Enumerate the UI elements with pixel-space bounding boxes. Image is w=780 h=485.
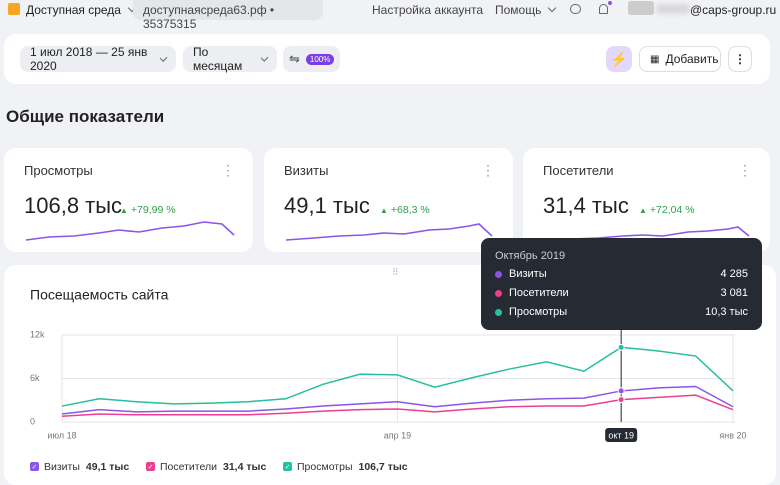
tooltip-name: Визиты xyxy=(509,268,547,280)
legend-label: Визиты 49,1 тыс xyxy=(44,461,129,472)
x-tick-label: июл 18 xyxy=(47,430,76,440)
legend-total: 106,7 тыс xyxy=(359,461,408,472)
chart: Посещаемость сайта 0 6k 12k июл 18 апр 19 окт… xyxy=(0,0,780,472)
x-tick-label: апр 19 xyxy=(384,430,411,440)
tooltip-value: 3 081 xyxy=(720,287,748,299)
legend-label: Посетители 31,4 тыс xyxy=(160,461,266,472)
active-point xyxy=(618,344,624,350)
legend-check: ✓ xyxy=(32,464,38,471)
legend-total: 49,1 тыс xyxy=(86,461,129,472)
tooltip: Октябрь 2019 Визиты4 285Посетители3 081П… xyxy=(481,238,762,330)
y-tick-label: 6k xyxy=(30,373,40,383)
legend-item[interactable]: ✓ Визиты 49,1 тыс xyxy=(30,461,129,472)
legend-item[interactable]: ✓ Посетители 31,4 тыс xyxy=(146,461,266,472)
active-point xyxy=(618,388,624,394)
legend-label: Просмотры 106,7 тыс xyxy=(297,461,408,472)
tooltip-row: Посетители 3 081 xyxy=(495,287,748,301)
tooltip-dot xyxy=(495,271,502,278)
legend-total: 31,4 тыс xyxy=(223,461,266,472)
tooltip-value: 4 285 xyxy=(720,268,748,280)
tooltip-dot xyxy=(495,309,502,316)
legend-name: Посетители xyxy=(160,461,217,472)
y-tick-label: 0 xyxy=(30,416,35,426)
tooltip-name: Посетители xyxy=(509,287,569,299)
tooltip-title: Октябрь 2019 xyxy=(495,250,565,262)
tooltip-row: Визиты 4 285 xyxy=(495,268,748,282)
legend-item[interactable]: ✓ Просмотры 106,7 тыс xyxy=(283,461,408,472)
page: Доступная среда доступнаясреда63.рф • 35… xyxy=(0,0,780,472)
legend-check: ✓ xyxy=(285,464,291,471)
y-tick-label: 12k xyxy=(30,329,45,339)
tooltip-dot xyxy=(495,290,502,297)
legend-name: Просмотры xyxy=(297,461,353,472)
tooltip-name: Просмотры xyxy=(509,306,567,318)
tooltip-value: 10,3 тыс xyxy=(705,306,748,318)
chart-title: Посещаемость сайта xyxy=(30,287,169,303)
x-tick-label: окт 19 xyxy=(608,430,634,440)
legend-check: ✓ xyxy=(148,464,154,471)
active-point xyxy=(618,397,624,403)
tooltip-row: Просмотры 10,3 тыс xyxy=(495,306,748,320)
legend-name: Визиты xyxy=(44,461,80,472)
x-tick-label: янв 20 xyxy=(719,430,746,440)
